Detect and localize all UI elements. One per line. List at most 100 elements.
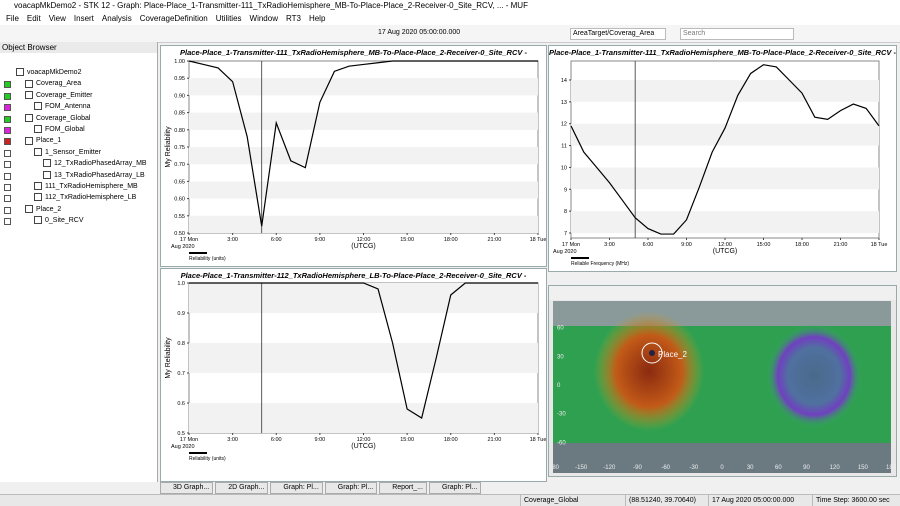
lon-label: -30 (689, 465, 698, 471)
y-axis-label: My Reliability (165, 126, 172, 168)
lat-label: 0 (557, 383, 561, 389)
checkbox (34, 216, 42, 225)
tree-item[interactable]: Coverag_Area (0, 78, 157, 89)
tree-label: 1_Sensor_Emitter (45, 148, 102, 156)
color-swatch (4, 126, 11, 134)
grid-band (571, 211, 879, 233)
checkbox (43, 170, 51, 179)
menu-item[interactable]: CoverageDefinition (139, 14, 208, 23)
search-box[interactable]: Search (680, 28, 794, 40)
menu-item[interactable]: View (48, 14, 66, 23)
graph-title: Place-Place_1-Transmitter-112_TxRadioHem… (181, 271, 527, 280)
tree-item[interactable]: FOM_Antenna (0, 101, 157, 112)
tree-item[interactable]: Place_1 (0, 135, 157, 146)
menu-item[interactable]: Insert (73, 14, 94, 23)
color-swatch (4, 104, 11, 112)
tab[interactable]: Graph: Pl... (324, 482, 378, 494)
tab[interactable]: 2D Graph... (215, 482, 269, 494)
tree-item[interactable]: 13_TxRadioPhasedArray_LB (0, 170, 157, 181)
object-selector[interactable]: AreaTarget/Coverag_Area (570, 28, 666, 40)
y-tick-label: 0.5 (177, 431, 185, 437)
graph-title: Place-Place_1-Transmitter-111_TxRadioHem… (180, 48, 527, 57)
place-ring (641, 342, 663, 364)
y-tick-label: 0.9 (177, 311, 185, 317)
tree-item[interactable]: Coverage_Emitter (0, 90, 157, 101)
y-tick-label: 0.85 (174, 111, 185, 117)
x-tick-label: 18:00 (444, 237, 458, 243)
object-browser: Object Browser voacapMkDemo2 Coverag_Area… (0, 42, 158, 482)
tree-label: 111_TxRadioHemisphere_MB (45, 182, 138, 190)
grid-band (571, 123, 879, 146)
x-tick-label: 6:00 (271, 237, 282, 243)
place-marker (649, 350, 655, 356)
y-tick-label: 0.75 (174, 145, 185, 151)
x-sublabel: Aug 2020 (171, 444, 195, 450)
data-line (188, 60, 538, 227)
lon-label: -90 (633, 465, 642, 471)
y-tick-label: 13 (561, 100, 567, 106)
graph: Place-Place_1-Transmitter-111_TxRadioHem… (549, 48, 896, 267)
legend-label: Reliability (units) (189, 456, 226, 462)
tab[interactable]: Graph: Pl... (428, 482, 482, 494)
graph-panel: Place-Place_1-Transmitter-112_TxRadioHem… (160, 268, 547, 482)
tree-label: Place_1 (36, 137, 62, 145)
tree-item[interactable]: 0_Site_RCV (0, 215, 157, 226)
color-swatch (4, 149, 11, 157)
map-panel: -180 -150 -120 -90 -60 -30 0 30 60 90 120 150 180 60 3… (547, 285, 897, 477)
y-tick-label: 0.90 (174, 93, 185, 99)
status-time: 17 Aug 2020 05:00:00.000 (708, 495, 812, 506)
checkbox (25, 136, 33, 145)
menu-item[interactable]: Utilities (215, 14, 242, 23)
x-tick-label: 15:00 (757, 242, 771, 248)
tree-item[interactable]: 1_Sensor_Emitter (0, 147, 157, 158)
tree-item[interactable]: 12_TxRadioPhasedArray_MB (0, 158, 157, 169)
tree-label: 0_Site_RCV (45, 217, 84, 225)
tree-item[interactable]: Coverage_Global (0, 113, 157, 124)
grid-band (189, 215, 538, 233)
menu-item[interactable]: Help (308, 14, 326, 23)
tree-label: Coverage_Emitter (36, 91, 93, 99)
x-tick-label: 18 Tue (530, 437, 546, 443)
checkbox (34, 193, 42, 202)
menu-item[interactable]: Edit (26, 14, 41, 23)
tree-item[interactable]: 111_TxRadioHemisphere_MB (0, 181, 157, 192)
x-tick-label: 12:00 (357, 237, 371, 243)
color-swatch (4, 161, 11, 169)
tab[interactable]: Graph: Pl... (270, 482, 323, 494)
color-swatch (4, 92, 11, 100)
x-tick-label: 18 Tue (530, 237, 546, 243)
graph-title: Place-Place_1-Transmitter-111_TxRadioHem… (549, 48, 896, 57)
current-time: 17 Aug 2020 05:00:00.000 (378, 29, 461, 36)
x-sublabel: Aug 2020 (171, 244, 195, 250)
y-tick-label: 10 (561, 165, 567, 171)
menu-item[interactable]: Window (249, 14, 278, 23)
menu-item[interactable]: RT3 (285, 14, 301, 23)
grid-band (189, 283, 538, 313)
menu-item[interactable]: Analysis (101, 14, 132, 23)
y-tick-label: 8 (564, 209, 567, 215)
y-tick-label: 0.80 (174, 128, 185, 134)
tree-item[interactable]: 112_TxRadioHemisphere_LB (0, 192, 157, 203)
lat-label: -60 (557, 440, 566, 446)
tree-item[interactable]: voacapMkDemo2 (0, 67, 157, 78)
x-tick-label: 18:00 (795, 242, 809, 248)
x-tick-label: 17 Mon (562, 242, 580, 248)
tree-item[interactable]: FOM_Global (0, 124, 157, 135)
checkbox (25, 113, 33, 122)
x-tick-label: 18:00 (444, 437, 458, 443)
lon-label: -120 (603, 465, 616, 471)
menu-item[interactable]: File (6, 14, 19, 23)
checkbox (25, 90, 33, 99)
tab[interactable]: Report_... (379, 482, 427, 494)
x-tick-label: 9:00 (315, 437, 326, 443)
coverage-hole (766, 324, 862, 428)
x-tick-label: 18 Tue (871, 242, 888, 248)
y-tick-label: 14 (561, 78, 567, 84)
graph: Place-Place_1-Transmitter-112_TxRadioHem… (165, 271, 546, 462)
tree-item[interactable]: Place_2 (0, 204, 157, 215)
toolbar: 17 Aug 2020 05:00:00.000 AreaTarget/Cove… (0, 25, 900, 43)
tab[interactable]: 3D Graph... (160, 482, 214, 494)
grid-band (189, 343, 538, 373)
x-sublabel: Aug 2020 (553, 249, 577, 255)
